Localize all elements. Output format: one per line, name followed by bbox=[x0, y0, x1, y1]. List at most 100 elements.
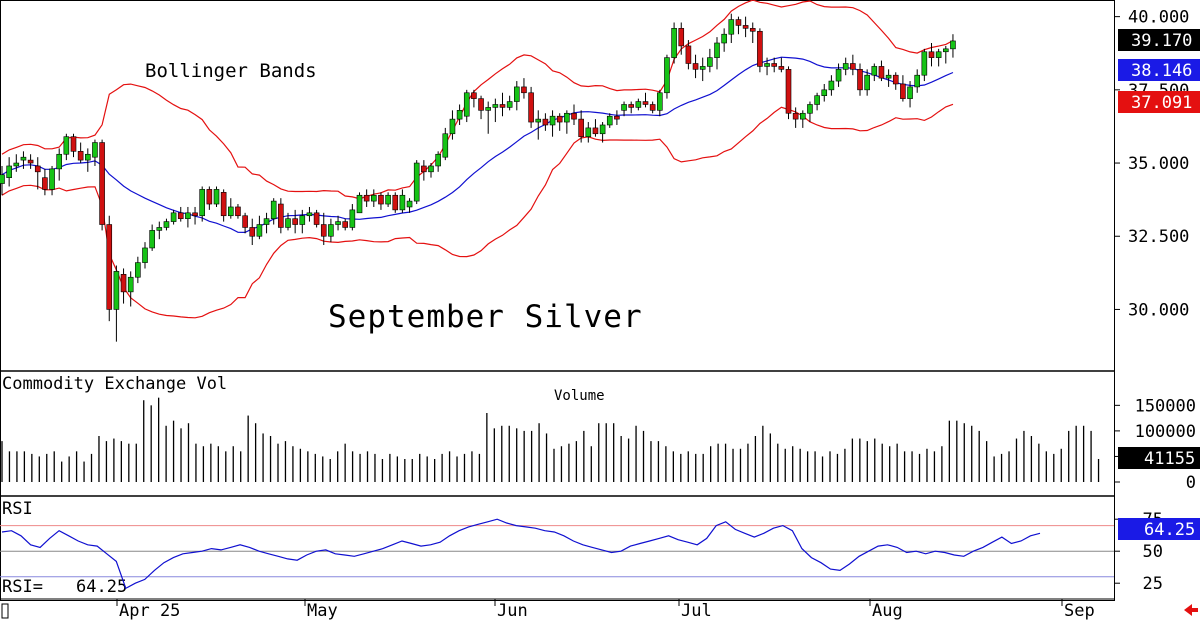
candlestick bbox=[599, 122, 606, 143]
candle-body bbox=[299, 215, 306, 225]
candle-body bbox=[0, 174, 5, 184]
candlestick bbox=[34, 157, 41, 190]
candle-body bbox=[342, 221, 349, 228]
candle-body bbox=[106, 224, 113, 310]
candle-body bbox=[521, 86, 527, 94]
candle-body bbox=[828, 80, 835, 91]
candle-body bbox=[363, 194, 370, 202]
candlestick bbox=[921, 48, 928, 82]
candlestick bbox=[99, 139, 105, 231]
candle-body bbox=[278, 203, 284, 228]
candle-body bbox=[192, 212, 198, 217]
price-tick-label: 32.500 bbox=[1128, 227, 1189, 247]
candle-body bbox=[485, 107, 492, 111]
lower-band-label: 37.091 bbox=[1131, 93, 1192, 113]
candlestick bbox=[392, 192, 399, 213]
candle-body bbox=[356, 194, 363, 214]
candle-body bbox=[528, 92, 534, 123]
upper-bollinger-band bbox=[1, 0, 954, 200]
candlestick bbox=[506, 95, 513, 111]
candlestick bbox=[950, 34, 956, 58]
candle-body bbox=[249, 227, 256, 237]
candlestick bbox=[792, 107, 799, 128]
candlestick bbox=[63, 133, 70, 161]
candlestick bbox=[614, 110, 620, 125]
candlestick bbox=[285, 212, 291, 231]
candle-body bbox=[628, 104, 635, 108]
candlestick bbox=[864, 69, 870, 96]
candle-body bbox=[220, 192, 227, 217]
candle-body bbox=[799, 112, 806, 120]
candlestick bbox=[149, 224, 155, 251]
candlestick bbox=[49, 165, 55, 196]
candlestick bbox=[385, 192, 391, 207]
candlestick bbox=[20, 151, 27, 169]
candle-body bbox=[921, 51, 928, 76]
candlestick bbox=[900, 75, 906, 102]
candle-body bbox=[163, 221, 170, 228]
candlestick bbox=[235, 204, 241, 219]
candlestick bbox=[656, 89, 663, 117]
candlestick bbox=[113, 265, 120, 342]
candlestick bbox=[942, 45, 949, 64]
candlestick bbox=[70, 133, 77, 158]
candlestick bbox=[263, 212, 270, 234]
candlestick bbox=[564, 110, 570, 134]
scroll-left-arrow-icon[interactable] bbox=[1184, 604, 1198, 616]
candle-body bbox=[156, 227, 163, 231]
candle-body bbox=[34, 165, 41, 173]
date-tick-label: Apr 25 bbox=[119, 601, 180, 620]
candlestick bbox=[42, 168, 48, 196]
candlestick bbox=[135, 256, 141, 284]
date-tick-label: May bbox=[307, 601, 338, 620]
candlestick bbox=[707, 48, 713, 73]
candlestick bbox=[306, 206, 313, 222]
candle-body bbox=[56, 153, 63, 170]
candlestick bbox=[413, 160, 420, 205]
candle-body bbox=[242, 215, 248, 228]
candlestick bbox=[270, 198, 277, 225]
candle-body bbox=[892, 74, 899, 85]
rsi-tick-label: 50 bbox=[1143, 542, 1163, 562]
candle-body bbox=[585, 127, 592, 137]
candle-body bbox=[49, 168, 55, 190]
candle-body bbox=[857, 69, 863, 91]
candle-body bbox=[900, 83, 906, 99]
candle-body bbox=[135, 262, 141, 278]
candle-body bbox=[370, 194, 377, 202]
candlestick bbox=[935, 48, 942, 67]
candle-body bbox=[649, 104, 656, 111]
candlestick bbox=[735, 16, 742, 35]
candle-body bbox=[707, 57, 713, 67]
candle-body bbox=[70, 136, 77, 152]
candle-body bbox=[635, 101, 642, 108]
candle-body bbox=[871, 66, 878, 76]
candlestick bbox=[356, 192, 363, 214]
candlestick bbox=[56, 148, 63, 181]
candle-body bbox=[564, 112, 570, 123]
price-tick-label: 35.000 bbox=[1128, 154, 1189, 174]
volume-tick-label: 150000 bbox=[1135, 396, 1196, 416]
candle-body bbox=[63, 136, 70, 155]
candle-body bbox=[549, 115, 556, 126]
candle-body bbox=[506, 101, 513, 108]
candle-body bbox=[599, 124, 606, 135]
candle-body bbox=[907, 86, 913, 99]
candlestick bbox=[892, 72, 899, 90]
candle-body bbox=[421, 165, 427, 173]
candle-body bbox=[42, 177, 48, 190]
candlestick bbox=[857, 63, 863, 96]
candle-body bbox=[606, 115, 613, 126]
candle-body bbox=[578, 118, 584, 137]
candle-body bbox=[642, 101, 649, 105]
candlestick bbox=[313, 209, 320, 228]
candlestick bbox=[692, 54, 699, 79]
candle-body bbox=[692, 63, 699, 70]
volume-last-box: 41155 bbox=[1118, 447, 1200, 469]
candle-body bbox=[699, 66, 706, 70]
candlestick bbox=[907, 81, 913, 108]
candle-body bbox=[678, 28, 685, 47]
candlestick bbox=[556, 113, 563, 131]
candlestick bbox=[370, 189, 377, 207]
candlestick bbox=[406, 198, 413, 213]
